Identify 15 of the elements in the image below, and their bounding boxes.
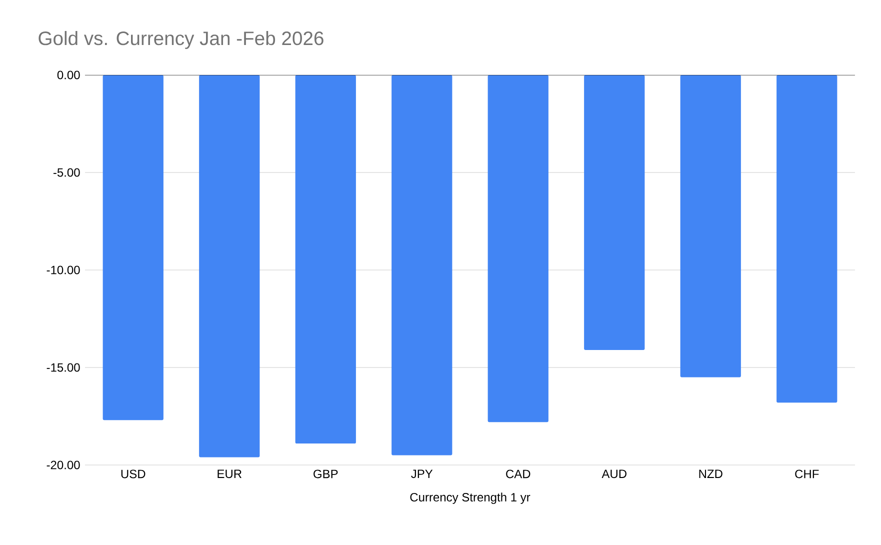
x-tick-label: GBP bbox=[314, 470, 338, 478]
x-tick-label: CHF bbox=[795, 470, 819, 478]
x-tick-label: USD bbox=[121, 470, 146, 478]
chart-title: Gold vs. Currency Jan -Feb 2026 bbox=[38, 30, 324, 50]
x-tick-label: EUR bbox=[218, 470, 242, 478]
x-axis-title: Currency Strength 1 yr bbox=[410, 492, 530, 504]
y-tick-label: -10.00 bbox=[46, 266, 80, 274]
y-tick-label: -20.00 bbox=[46, 460, 80, 470]
x-tick-label: AUD bbox=[602, 470, 626, 478]
y-tick-label: 0.00 bbox=[57, 70, 80, 80]
y-tick-label: -5.00 bbox=[53, 168, 80, 177]
y-tick-label: -15.00 bbox=[46, 363, 80, 372]
x-tick-label: NZD bbox=[699, 470, 722, 478]
x-tick-label: JPY bbox=[411, 470, 433, 478]
x-tick-label: CAD bbox=[506, 470, 530, 478]
